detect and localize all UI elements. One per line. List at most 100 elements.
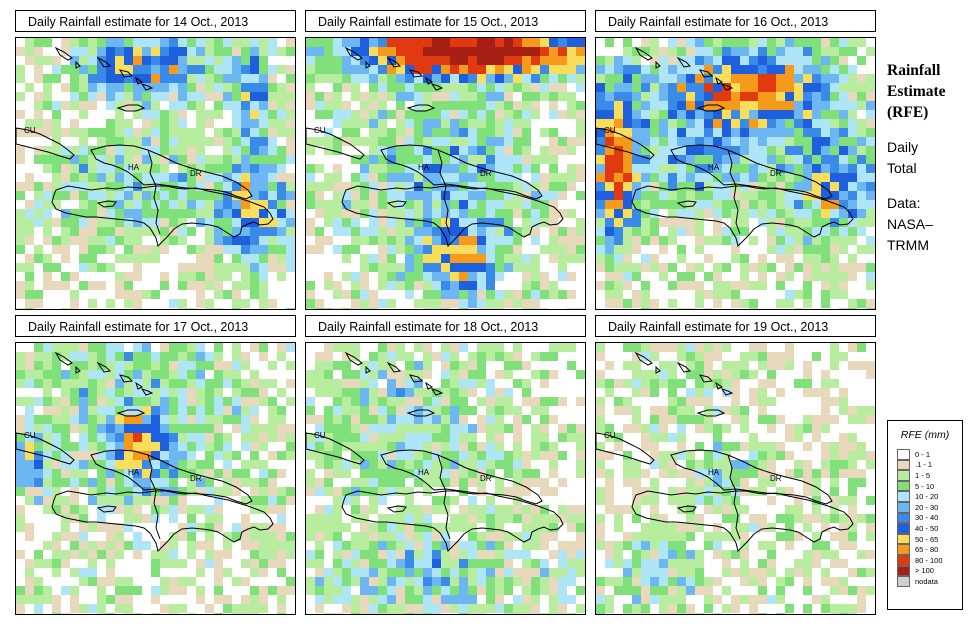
rainfall-cell [830,128,839,137]
rainfall-cell [25,173,34,182]
rainfall-cell [414,415,423,424]
rainfall-cell [477,397,486,406]
rainfall-cell [504,218,513,227]
rainfall-cell [713,218,722,227]
rainfall-cell [713,478,722,487]
rainfall-cell [641,128,650,137]
rainfall-cell [396,92,405,101]
rainfall-cell [740,299,749,308]
rainfall-cell [821,388,830,397]
rainfall-cell [776,101,785,110]
legend-label: 30 - 40 [915,513,939,523]
rainfall-cell [605,227,614,236]
rainfall-cell [414,343,423,352]
rainfall-cell [486,272,495,281]
rainfall-cell [722,496,731,505]
rainfall-cell [169,92,178,101]
rainfall-cell [803,361,812,370]
rainfall-cell [477,56,486,65]
rainfall-cell [866,173,875,182]
rainfall-cell [468,613,477,614]
rainfall-cell [61,245,70,254]
rainfall-cell [88,236,97,245]
rainfall-cell [495,352,504,361]
rainfall-cell [342,361,351,370]
rainfall-cell [567,47,576,56]
rainfall-cell [342,218,351,227]
rainfall-cell [632,245,641,254]
rainfall-cell [441,119,450,128]
rainfall-cell [522,541,531,550]
rainfall-cell [16,227,25,236]
rainfall-cell [52,370,61,379]
rainfall-cell [776,74,785,83]
rainfall-cell [704,595,713,604]
rainfall-cell [61,128,70,137]
rainfall-cell [277,586,286,595]
rainfall-cell [513,442,522,451]
rainfall-cell [43,343,52,352]
rainfall-cell [268,200,277,209]
rainfall-cell [79,128,88,137]
rainfall-cell [306,433,315,442]
rainfall-cell [351,128,360,137]
rainfall-cell [695,397,704,406]
rainfall-cell [830,586,839,595]
rainfall-cell [115,496,124,505]
rainfall-cell [277,245,286,254]
rainfall-cell [641,595,650,604]
rainfall-cell [459,155,468,164]
rainfall-cell [540,155,549,164]
rainfall-cell [704,164,713,173]
rainfall-cell [351,227,360,236]
rainfall-cell [695,236,704,245]
rainfall-cell [88,218,97,227]
rainfall-cell [324,281,333,290]
rainfall-cell [124,182,133,191]
rainfall-cell [396,343,405,352]
rainfall-cell [641,119,650,128]
rainfall-cell [677,397,686,406]
rainfall-cell [830,47,839,56]
rainfall-cell [387,281,396,290]
rainfall-cell [342,595,351,604]
rainfall-cell [79,209,88,218]
rainfall-cell [70,343,79,352]
rainfall-cell [259,218,268,227]
rainfall-cell [459,379,468,388]
rainfall-cell [677,164,686,173]
rainfall-cell [866,586,875,595]
rainfall-cell [259,586,268,595]
rainfall-cell [360,236,369,245]
rainfall-cell [369,65,378,74]
rainfall-cell [432,137,441,146]
rainfall-cell [414,56,423,65]
rainfall-cell [378,424,387,433]
rainfall-cell [830,451,839,460]
rainfall-cell [668,496,677,505]
rainfall-cell [596,352,605,361]
rainfall-cell [250,388,259,397]
coastline [386,200,407,208]
rainfall-cell [277,101,286,110]
rainfall-cell [641,343,650,352]
rainfall-cell [722,101,731,110]
rainfall-cell [124,47,133,56]
rainfall-cell [250,604,259,613]
rainfall-cell [468,460,477,469]
rainfall-cell [25,38,34,47]
rainfall-cell [866,496,875,505]
rainfall-cell [405,433,414,442]
rainfall-cell [70,442,79,451]
rainfall-cell [623,397,632,406]
rainfall-cell [668,173,677,182]
rainfall-cell [641,523,650,532]
rainfall-cell [830,83,839,92]
rainfall-cell [614,379,623,388]
rainfall-cell [396,74,405,83]
rainfall-cell [70,568,79,577]
rainfall-cell [187,451,196,460]
rainfall-cell [115,254,124,263]
rainfall-cell [34,415,43,424]
rainfall-cell [88,496,97,505]
